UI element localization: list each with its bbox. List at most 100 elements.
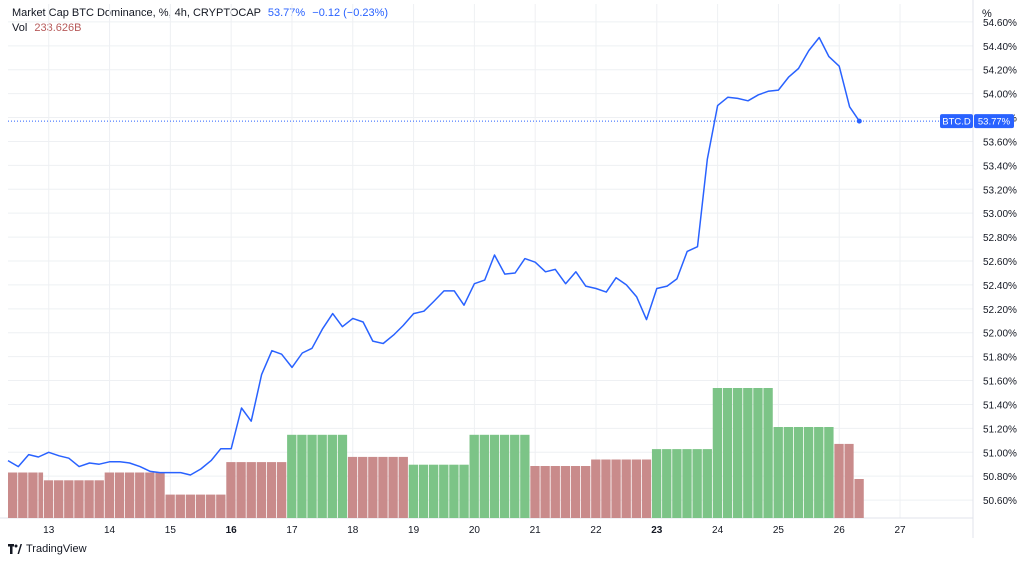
- y-tick-label: 51.60%: [983, 377, 1017, 388]
- volume-bar: [621, 459, 631, 518]
- tradingview-logo-icon: [8, 544, 22, 554]
- last-price: 53.77%: [267, 7, 306, 19]
- volume-bar: [74, 480, 84, 518]
- volume-bar: [256, 462, 267, 518]
- symbol-badge-label: BTC.D: [942, 117, 971, 128]
- volume-bar: [611, 459, 621, 518]
- x-tick-label: 17: [286, 525, 298, 536]
- y-tick-label: 53.60%: [983, 137, 1017, 148]
- volume-bar: [175, 494, 185, 518]
- volume-bar: [145, 472, 155, 518]
- y-tick-label: 50.80%: [983, 472, 1017, 483]
- y-tick-label: 52.60%: [983, 257, 1017, 268]
- volume-bar: [266, 462, 277, 518]
- x-tick-label: 15: [165, 525, 177, 536]
- volume-bar: [94, 480, 104, 518]
- volume-bar: [520, 434, 530, 518]
- current-price-label: 53.77%: [978, 117, 1011, 128]
- x-tick-label: 22: [590, 525, 602, 536]
- volume-bar: [347, 456, 358, 518]
- y-tick-label: 51.20%: [983, 424, 1017, 435]
- volume-bar: [64, 480, 74, 518]
- price-change: −0.12 (−0.23%): [312, 7, 389, 19]
- chart-legend-title: Market Cap BTC Dominance, %, 4h, CRYPTOC…: [12, 7, 388, 19]
- volume-bar: [692, 449, 702, 518]
- y-tick-label: 52.20%: [983, 305, 1017, 316]
- volume-bar: [844, 443, 854, 518]
- volume-bar: [540, 466, 550, 518]
- volume-bar: [824, 427, 834, 518]
- y-tick-label: 50.60%: [983, 496, 1017, 507]
- volume-bar: [195, 494, 206, 518]
- volume-bar: [591, 459, 601, 518]
- volume-bar: [8, 472, 18, 518]
- volume-bar: [124, 472, 135, 518]
- y-tick-label: 53.00%: [983, 209, 1017, 220]
- volume-bar: [43, 480, 54, 518]
- x-tick-label: 27: [894, 525, 906, 536]
- volume-bar: [54, 480, 64, 518]
- volume-bar: [398, 456, 408, 518]
- x-tick-label: 14: [104, 525, 116, 536]
- volume-bar: [712, 388, 723, 518]
- volume-bar: [560, 466, 571, 518]
- volume-bar: [499, 434, 510, 518]
- y-tick-label: 53.20%: [983, 185, 1017, 196]
- volume-bar: [439, 464, 449, 518]
- volume-bar: [358, 456, 368, 518]
- volume-bar: [672, 449, 682, 518]
- volume-bar: [651, 449, 662, 518]
- price-axis-unit[interactable]: %: [982, 8, 992, 20]
- volume-bar: [783, 427, 794, 518]
- x-tick-label: 25: [773, 525, 785, 536]
- volume-bar: [814, 427, 824, 518]
- y-tick-label: 54.60%: [983, 18, 1017, 29]
- volume-bar: [682, 449, 692, 518]
- y-tick-label: 52.40%: [983, 281, 1017, 292]
- y-tick-label: 53.40%: [983, 161, 1017, 172]
- volume-bar: [418, 464, 429, 518]
- volume-bar: [378, 456, 388, 518]
- volume-bar: [449, 464, 459, 518]
- volume-bar: [165, 494, 175, 518]
- volume-bar: [337, 434, 348, 518]
- volume-bar: [104, 472, 115, 518]
- y-tick-label: 54.00%: [983, 90, 1017, 101]
- x-tick-label: 23: [651, 525, 663, 536]
- current-price-badge: [974, 114, 1014, 129]
- x-tick-label: 26: [834, 525, 846, 536]
- volume-bar: [550, 466, 560, 518]
- volume-bar: [763, 388, 773, 518]
- volume-bar: [722, 388, 733, 518]
- x-tick-label: 18: [347, 525, 359, 536]
- x-tick-label: 20: [469, 525, 481, 536]
- volume-bar: [408, 464, 419, 518]
- volume-bar: [793, 427, 804, 518]
- x-tick-label: 13: [43, 525, 55, 536]
- volume-bar: [368, 456, 378, 518]
- volume-bar: [114, 472, 125, 518]
- volume-bar: [135, 472, 145, 518]
- x-tick-label: 16: [226, 525, 238, 536]
- y-tick-label: 51.00%: [983, 448, 1017, 459]
- volume-bar: [216, 494, 226, 518]
- volume-bar: [854, 479, 864, 518]
- tradingview-footer[interactable]: TradingView: [8, 543, 87, 555]
- x-tick-label: 21: [530, 525, 542, 536]
- volume-bar: [733, 388, 743, 518]
- volume-bar: [489, 434, 500, 518]
- volume-bar: [155, 472, 165, 518]
- y-tick-label: 54.40%: [983, 42, 1017, 53]
- volume-bar: [287, 434, 297, 518]
- y-tick-label: 54.20%: [983, 66, 1017, 77]
- volume-bar: [631, 459, 642, 518]
- volume-bar: [206, 494, 216, 518]
- y-tick-label: 51.80%: [983, 353, 1017, 364]
- btc-dominance-line: [7, 36, 860, 476]
- volume-bar: [38, 472, 44, 518]
- volume-bar: [570, 466, 581, 518]
- volume-bar: [662, 449, 672, 518]
- volume-bar: [28, 472, 38, 518]
- y-tick-label: 52.00%: [983, 329, 1017, 340]
